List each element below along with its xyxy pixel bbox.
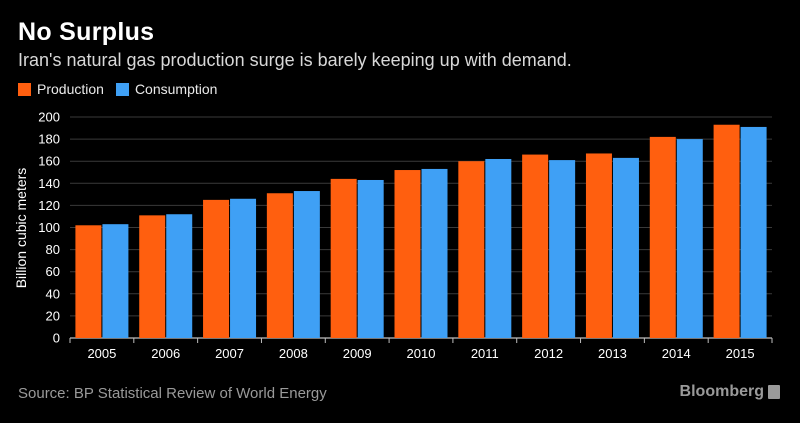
- brand-logo: Bloomberg: [680, 383, 780, 401]
- y-axis-ticks: 0 20 40 60 80 100 120 140 160 180 200: [38, 110, 60, 346]
- x-tick-label: 2014: [662, 346, 691, 361]
- bar-production-2007: [203, 199, 230, 338]
- x-tick-label: 2009: [343, 346, 372, 361]
- y-tick-label: 0: [53, 331, 60, 346]
- y-tick-label: 60: [46, 264, 60, 279]
- bar-consumption-2011: [485, 158, 512, 338]
- bar-consumption-2008: [293, 191, 320, 338]
- bar-production-2010: [394, 170, 421, 338]
- bar-production-2008: [266, 193, 293, 338]
- y-tick-label: 20: [46, 308, 60, 323]
- x-tick-label: 2006: [151, 346, 180, 361]
- chart-title: No Surplus: [18, 18, 155, 46]
- bar-production-2005: [75, 225, 102, 338]
- bar-consumption-2006: [166, 214, 193, 338]
- bar-consumption-2014: [676, 139, 703, 338]
- bar-consumption-2007: [230, 198, 257, 338]
- y-tick-label: 80: [46, 242, 60, 257]
- legend-item-production: Production: [18, 81, 104, 97]
- y-axis-title: Billion cubic meters: [13, 168, 29, 289]
- y-tick-label: 160: [38, 154, 60, 169]
- bar-production-2006: [139, 215, 166, 338]
- bar-production-2011: [458, 161, 485, 338]
- y-tick-label: 40: [46, 286, 60, 301]
- legend-label-production: Production: [37, 81, 104, 97]
- bar-production-2015: [713, 124, 740, 338]
- x-axis-ticks: 2005 2006 2007 2008 2009 2010 2011 2012 2013 2014…: [69, 338, 773, 361]
- bar-consumption-2013: [612, 157, 639, 338]
- x-tick-label: 2013: [598, 346, 627, 361]
- legend: Production Consumption: [18, 81, 229, 97]
- x-tick-label: 2015: [726, 346, 755, 361]
- bar-consumption-2009: [357, 179, 384, 338]
- bar-production-2012: [522, 154, 549, 338]
- bar-production-2013: [585, 153, 612, 338]
- bar-consumption-2010: [421, 168, 448, 338]
- bloomberg-badge-icon: [768, 385, 780, 399]
- x-tick-label: 2012: [534, 346, 563, 361]
- bar-consumption-2012: [549, 160, 576, 338]
- bar-consumption-2015: [740, 126, 767, 338]
- x-tick-label: 2007: [215, 346, 244, 361]
- x-tick-label: 2005: [87, 346, 116, 361]
- legend-swatch-consumption: [115, 82, 129, 96]
- x-tick-label: 2011: [471, 346, 499, 361]
- source-note: Source: BP Statistical Review of World E…: [18, 385, 327, 402]
- y-tick-label: 180: [38, 132, 60, 147]
- legend-item-consumption: Consumption: [115, 81, 218, 97]
- chart-subtitle: Iran's natural gas production surge is b…: [18, 50, 572, 70]
- bars: [75, 124, 767, 338]
- legend-swatch-production: [18, 82, 31, 96]
- y-tick-label: 140: [38, 176, 60, 191]
- y-tick-label: 100: [38, 220, 60, 235]
- y-tick-label: 120: [38, 198, 60, 213]
- legend-label-consumption: Consumption: [134, 81, 218, 97]
- x-tick-label: 2010: [407, 346, 436, 361]
- x-tick-label: 2008: [279, 346, 308, 361]
- brand-name: Bloomberg: [679, 383, 764, 400]
- bar-production-2009: [330, 178, 357, 338]
- y-tick-label: 200: [38, 110, 60, 125]
- bar-consumption-2005: [102, 224, 129, 338]
- bar-production-2014: [649, 136, 676, 338]
